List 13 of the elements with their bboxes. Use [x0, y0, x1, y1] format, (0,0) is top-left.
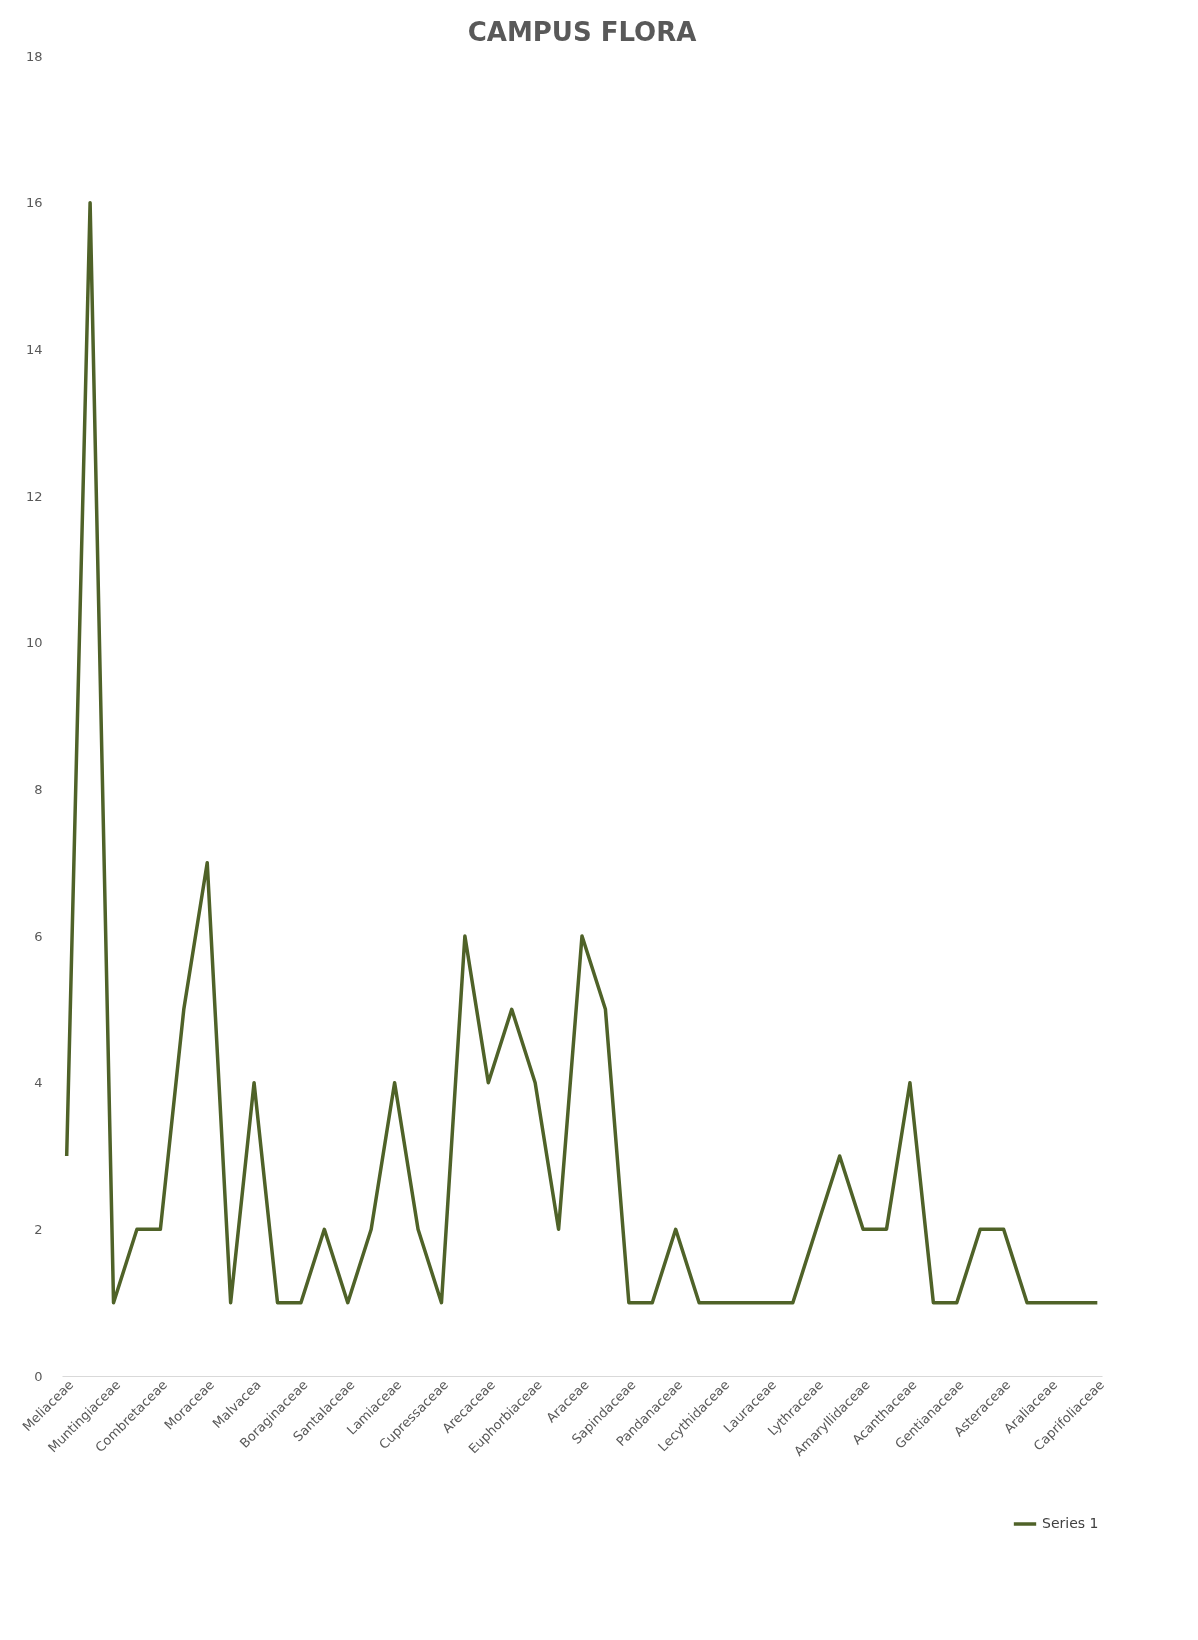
y-tick-label: 2 — [34, 1221, 43, 1237]
y-tick-label: 14 — [25, 341, 43, 357]
legend-label: Series 1 — [1042, 1515, 1099, 1531]
y-tick-label: 0 — [34, 1368, 43, 1384]
y-tick-label: 18 — [25, 48, 43, 64]
line-series — [64, 200, 1100, 1305]
y-tick-label: 16 — [25, 195, 43, 211]
y-tick-label: 8 — [34, 781, 43, 797]
y-tick-label: 6 — [34, 928, 43, 944]
chart-title: CAMPUS FLORA — [467, 17, 697, 47]
y-tick-label: 10 — [25, 635, 43, 651]
y-tick-label: 4 — [34, 1075, 43, 1091]
y-tick-label: 12 — [25, 488, 43, 504]
